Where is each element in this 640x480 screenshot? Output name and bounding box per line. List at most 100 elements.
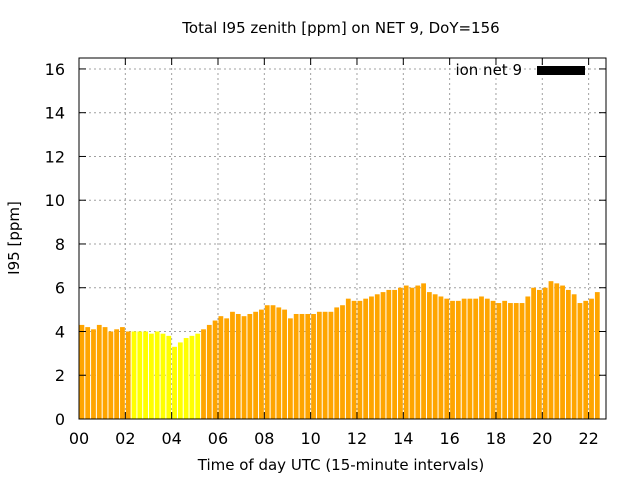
y-tick-labels: 0 2 4 6 8 10 12 14 16 bbox=[45, 60, 65, 429]
bar bbox=[421, 283, 426, 419]
bar bbox=[143, 331, 148, 419]
y-tick-label: 2 bbox=[55, 366, 65, 385]
bar bbox=[96, 324, 102, 419]
x-tick-label: 08 bbox=[254, 429, 274, 448]
ticks bbox=[78, 58, 606, 420]
bar bbox=[560, 285, 565, 419]
bar bbox=[316, 311, 322, 419]
x-tick-label: 12 bbox=[347, 429, 367, 448]
bar bbox=[206, 324, 212, 419]
bar bbox=[415, 285, 421, 419]
bar bbox=[589, 298, 594, 419]
bar bbox=[137, 331, 143, 419]
bar bbox=[461, 298, 467, 419]
x-tick-label: 06 bbox=[208, 429, 228, 448]
bar bbox=[484, 298, 490, 419]
bar bbox=[473, 298, 479, 419]
x-tick-label: 20 bbox=[532, 429, 552, 448]
y-tick-label: 12 bbox=[45, 147, 65, 166]
bar bbox=[571, 294, 577, 419]
bar bbox=[195, 333, 201, 419]
bar bbox=[79, 324, 85, 419]
bar bbox=[357, 300, 363, 419]
y-tick-label: 8 bbox=[55, 235, 65, 254]
bar bbox=[519, 303, 525, 419]
bar bbox=[525, 296, 531, 419]
bar bbox=[311, 313, 316, 419]
bar bbox=[270, 305, 276, 419]
bar bbox=[548, 281, 554, 419]
bar bbox=[224, 318, 230, 419]
bar bbox=[369, 296, 374, 419]
x-tick-labels: 00 02 04 06 08 10 12 14 16 18 20 22 bbox=[69, 429, 599, 448]
bar bbox=[241, 316, 247, 419]
bar bbox=[531, 287, 537, 419]
bar bbox=[594, 292, 600, 419]
bar bbox=[218, 316, 224, 419]
bar bbox=[513, 303, 519, 419]
bar bbox=[85, 327, 91, 419]
bar bbox=[259, 309, 264, 419]
bar bbox=[235, 313, 241, 419]
bar bbox=[386, 289, 392, 419]
bar bbox=[565, 289, 571, 419]
x-tick-label: 18 bbox=[486, 429, 506, 448]
legend-swatch bbox=[537, 66, 585, 75]
bar bbox=[287, 318, 293, 419]
x-tick-label: 02 bbox=[115, 429, 135, 448]
bar bbox=[351, 300, 357, 419]
x-tick-label: 22 bbox=[578, 429, 598, 448]
y-tick-label: 0 bbox=[55, 410, 65, 429]
bar bbox=[328, 311, 334, 419]
x-axis-label: Time of day UTC (15-minute intervals) bbox=[197, 456, 484, 474]
bar bbox=[183, 338, 189, 419]
bar bbox=[264, 305, 270, 419]
bar bbox=[345, 298, 351, 419]
bar bbox=[276, 307, 282, 419]
bar bbox=[398, 287, 403, 419]
plot-frame bbox=[78, 57, 607, 420]
bar bbox=[148, 333, 154, 419]
bar bbox=[363, 298, 369, 419]
bar bbox=[91, 329, 96, 419]
bar bbox=[374, 294, 380, 419]
bars bbox=[79, 281, 600, 419]
bar bbox=[253, 311, 259, 419]
bar bbox=[131, 331, 137, 419]
bar bbox=[322, 311, 328, 419]
grid bbox=[79, 58, 606, 419]
bar bbox=[334, 307, 340, 419]
x-tick-label: 16 bbox=[439, 429, 459, 448]
bar bbox=[293, 313, 299, 419]
bar bbox=[114, 329, 120, 419]
x-tick-label: 10 bbox=[300, 429, 320, 448]
bar bbox=[542, 287, 548, 419]
bar bbox=[120, 327, 125, 419]
bar bbox=[496, 303, 502, 419]
bar bbox=[125, 331, 131, 419]
y-tick-label: 6 bbox=[55, 279, 65, 298]
bar bbox=[392, 289, 398, 419]
bar bbox=[508, 303, 513, 419]
bar bbox=[177, 342, 183, 419]
bar bbox=[282, 309, 287, 419]
bar bbox=[479, 296, 484, 419]
bar bbox=[455, 300, 461, 419]
bar bbox=[108, 331, 114, 419]
bar bbox=[403, 285, 409, 419]
bar bbox=[189, 335, 195, 419]
bar bbox=[554, 283, 560, 419]
bar bbox=[426, 292, 432, 419]
bar bbox=[438, 296, 444, 419]
x-tick-label: 14 bbox=[393, 429, 413, 448]
bar bbox=[380, 292, 386, 419]
x-tick-label: 00 bbox=[69, 429, 89, 448]
bar bbox=[247, 313, 253, 419]
x-tick-label: 04 bbox=[161, 429, 181, 448]
bar bbox=[166, 335, 172, 419]
bar bbox=[450, 300, 455, 419]
bar bbox=[444, 298, 450, 419]
y-tick-label: 16 bbox=[45, 60, 65, 79]
bar bbox=[340, 305, 345, 419]
